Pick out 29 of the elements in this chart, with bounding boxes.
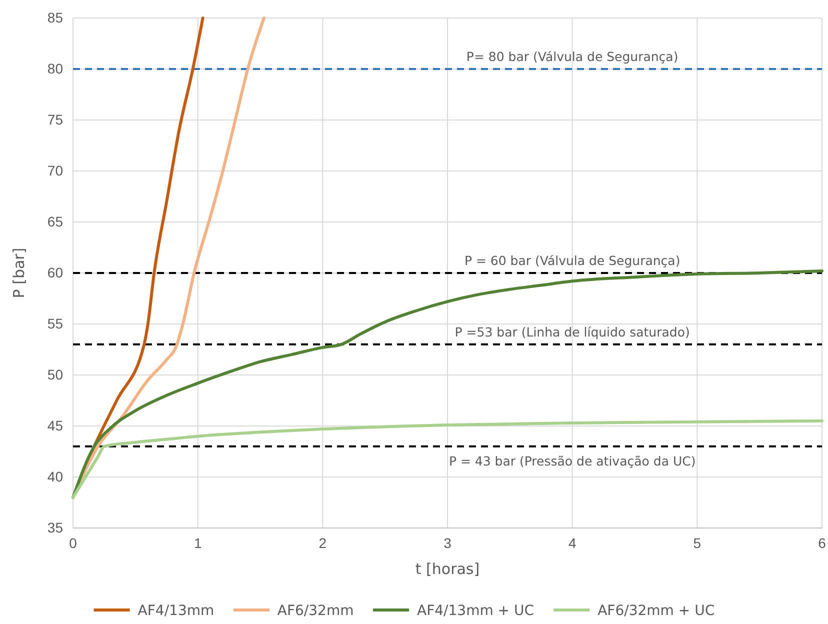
ref-line-label: P= 80 bar (Válvula de Segurança) [466, 49, 678, 64]
y-tick-label: 60 [47, 264, 64, 280]
ref-line-label: P = 43 bar (Pressão de ativação da UC) [448, 453, 696, 468]
line-series [72, 419, 824, 499]
y-tick-label: 85 [47, 9, 64, 26]
ref-line-label: P = 60 bar (Válvula de Segurança) [464, 253, 680, 268]
x-tick-label: 1 [194, 534, 202, 551]
ref-line-label: P =53 bar (Linha de líquido saturado) [454, 324, 690, 340]
y-tick-label: 80 [47, 60, 64, 76]
y-tick-label: 40 [47, 468, 64, 484]
x-tick-label: 6 [818, 534, 826, 551]
x-tick-label: 4 [568, 534, 576, 551]
x-tick-label: 5 [693, 534, 702, 551]
y-tick-label: 70 [47, 162, 64, 178]
legend-label: AF6/32mm [277, 603, 354, 619]
y-tick-label: 55 [47, 315, 64, 332]
y-tick-label: 35 [47, 519, 64, 536]
legend-label: AF4/13mm [138, 603, 214, 619]
y-tick-label: 65 [47, 213, 64, 230]
y-tick-label: 50 [47, 366, 64, 382]
x-tick-label: 3 [444, 534, 452, 551]
x-tick-label: 0 [69, 534, 78, 551]
y-tick-label: 45 [47, 417, 64, 434]
x-tick-label: 2 [318, 534, 327, 551]
y-axis-title: P [bar] [10, 248, 28, 298]
y-tick-label: 75 [47, 111, 64, 128]
legend-label: AF4/13mm + UC [417, 603, 534, 619]
legend-label: AF6/32mm + UC [598, 603, 715, 619]
x-axis-title: t [horas] [415, 560, 480, 578]
